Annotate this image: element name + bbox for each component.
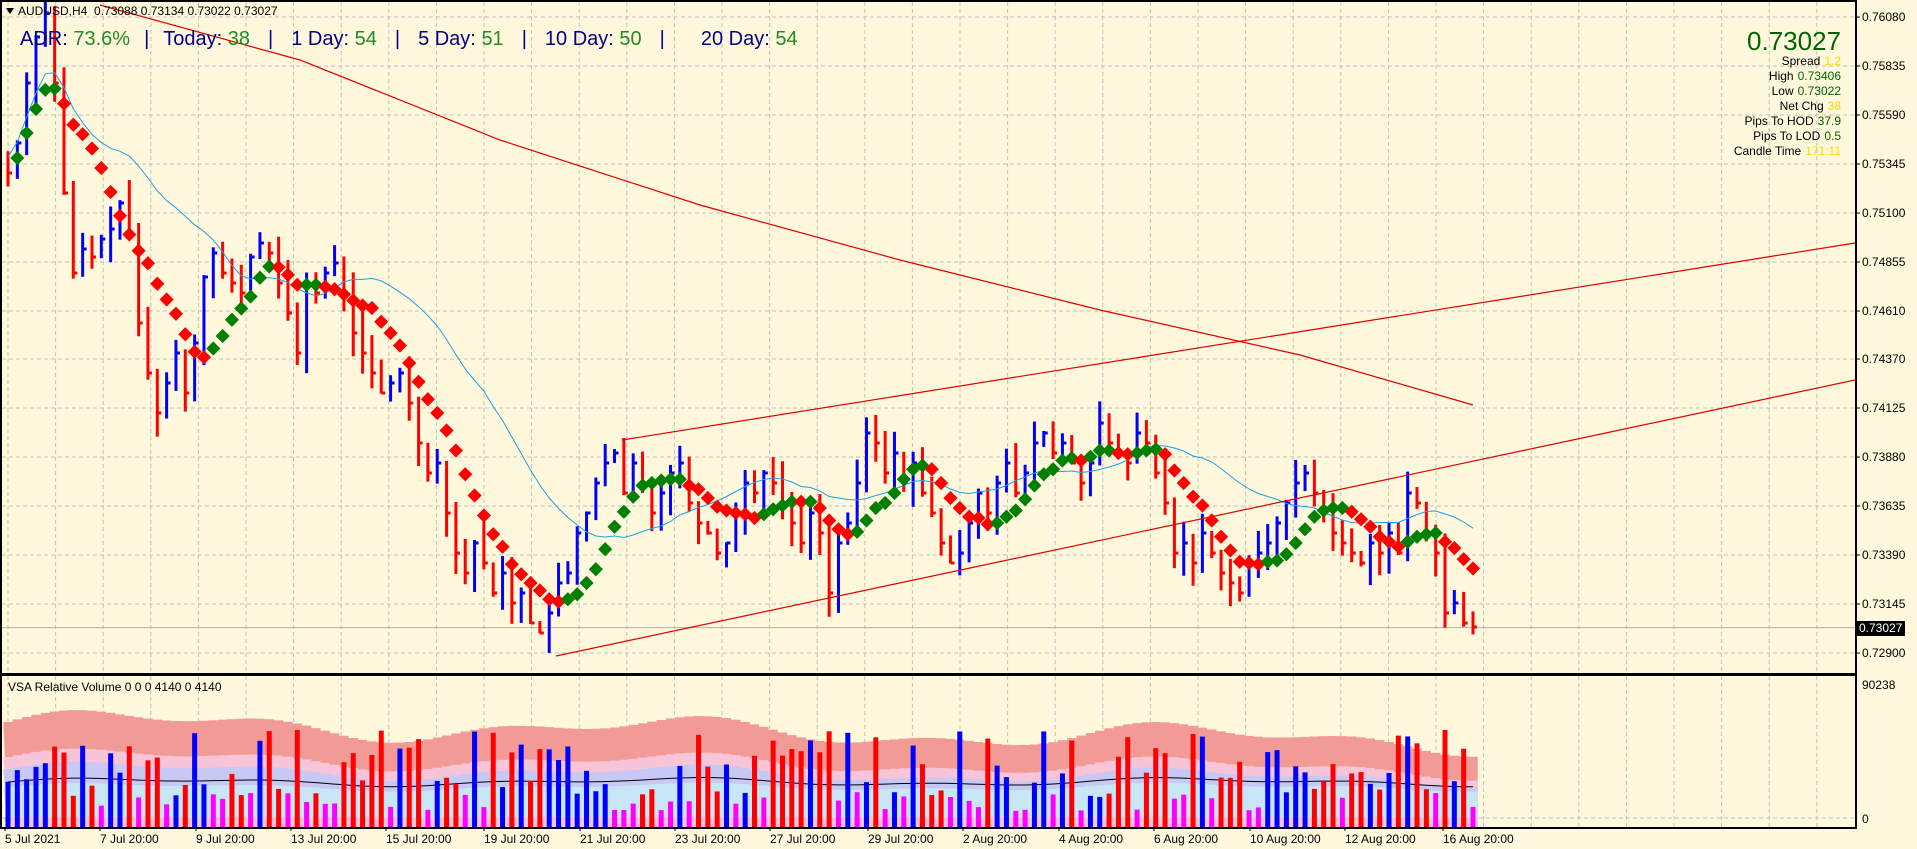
time-axis-label: 19 Jul 20:00: [484, 832, 550, 846]
today-value: 38: [227, 28, 251, 50]
info-value: 0.73022: [1797, 84, 1841, 98]
info-value: 171:11: [1805, 144, 1841, 158]
info-key: Pips To LOD: [1753, 129, 1821, 143]
price-axis-label: 0.73390: [1862, 548, 1906, 562]
volume-axis-max: 90238: [1862, 678, 1896, 692]
price-axis-label: 0.73880: [1862, 450, 1906, 464]
info-value: 1.2: [1824, 54, 1841, 68]
5day-label: 5 Day:: [418, 28, 476, 50]
20day-label: 20 Day:: [700, 28, 770, 50]
info-value: 38: [1827, 99, 1841, 113]
price-axis-label: 0.75590: [1862, 108, 1906, 122]
10day-value: 50: [619, 28, 642, 50]
time-axis-label: 15 Jul 20:00: [386, 832, 452, 846]
today-label: Today:: [163, 28, 223, 50]
price-axis-label: 0.74370: [1862, 352, 1906, 366]
20day-value: 54: [775, 28, 798, 50]
price-axis-label: 0.72900: [1862, 646, 1906, 660]
time-axis-label: 27 Jul 20:00: [770, 832, 836, 846]
time-axis-label: 9 Jul 20:00: [196, 832, 255, 846]
separator: |: [144, 28, 150, 50]
time-axis-label: 21 Jul 20:00: [580, 832, 646, 846]
price-axis-label: 0.75835: [1862, 59, 1906, 73]
price-axis-label: 0.75345: [1862, 157, 1906, 171]
info-key: Candle Time: [1733, 144, 1802, 158]
time-axis-label: 13 Jul 20:00: [291, 832, 357, 846]
info-key: Low: [1771, 84, 1794, 98]
symbol-timeframe: AUDUSD,H4: [18, 4, 88, 18]
adr-label: ADR:: [20, 28, 68, 50]
info-value: 37.9: [1817, 114, 1841, 128]
price-info-panel: 0.73027 Spread 1.2 High 0.73406 Low 0.73022 Ne…: [1734, 28, 1841, 159]
volume-indicator-title: VSA Relative Volume 0 0 0 4140 0 4140: [8, 680, 222, 694]
volume-pane-border: [0, 674, 1857, 829]
dropdown-arrow-icon[interactable]: [6, 8, 14, 14]
info-key: Pips To HOD: [1744, 114, 1814, 128]
time-axis-label: 6 Aug 20:00: [1154, 832, 1219, 846]
info-row-spread: Spread 1.2: [1734, 54, 1841, 69]
1day-label: 1 Day:: [291, 28, 350, 50]
ohlc-values: 0.73088 0.73134 0.73022 0.73027: [94, 4, 278, 18]
price-axis-label: 0.76080: [1862, 10, 1906, 24]
1day-value: 54: [354, 28, 377, 50]
time-axis-label: 29 Jul 20:00: [868, 832, 934, 846]
separator: |: [268, 28, 274, 50]
current-price-tag: 0.73027: [1856, 620, 1906, 636]
10day-label: 10 Day:: [544, 28, 614, 50]
adr-value: 73.6%: [73, 28, 131, 50]
info-value: 0.5: [1824, 129, 1841, 143]
price-axis-label: 0.73145: [1862, 597, 1906, 611]
info-row-candle-time: Candle Time 171:11: [1734, 144, 1841, 159]
info-row-net-chg: Net Chg 38: [1734, 99, 1841, 114]
time-axis-label: 2 Aug 20:00: [963, 832, 1028, 846]
info-key: High: [1768, 69, 1794, 83]
time-axis-label: 10 Aug 20:00: [1250, 832, 1321, 846]
time-axis-label: 12 Aug 20:00: [1345, 832, 1416, 846]
price-axis-label: 0.74855: [1862, 255, 1906, 269]
info-key: Net Chg: [1779, 99, 1824, 113]
main-pane-border: [0, 0, 1857, 675]
adr-indicator: ADR: 73.6% | Today: 38 | 1 Day: 54 | 5 D…: [20, 28, 798, 51]
info-row-pips-to-lod: Pips To LOD 0.5: [1734, 129, 1841, 144]
separator: |: [659, 28, 665, 50]
price-axis-label: 0.74610: [1862, 304, 1906, 318]
volume-axis-min: 0: [1862, 812, 1869, 826]
price-axis-label: 0.73635: [1862, 499, 1906, 513]
chart-header[interactable]: AUDUSD,H4 0.73088 0.73134 0.73022 0.7302…: [4, 4, 278, 18]
separator: |: [394, 28, 401, 50]
info-row-high: High 0.73406: [1734, 69, 1841, 84]
time-axis-label: 16 Aug 20:00: [1443, 832, 1514, 846]
info-row-pips-to-hod: Pips To HOD 37.9: [1734, 114, 1842, 129]
price-axis-label: 0.74125: [1862, 401, 1906, 415]
time-axis-label: 5 Jul 2021: [5, 832, 61, 846]
info-key: Spread: [1781, 54, 1821, 68]
separator: |: [521, 28, 527, 50]
time-axis-label: 23 Jul 20:00: [675, 832, 741, 846]
price-axis-label: 0.75100: [1862, 206, 1906, 220]
time-axis-label: 4 Aug 20:00: [1059, 832, 1124, 846]
time-axis-label: 7 Jul 20:00: [100, 832, 159, 846]
info-value: 0.73406: [1797, 69, 1841, 83]
5day-value: 51: [481, 28, 504, 50]
current-price-display: 0.73027: [1747, 26, 1841, 56]
info-row-low: Low 0.73022: [1734, 84, 1841, 99]
